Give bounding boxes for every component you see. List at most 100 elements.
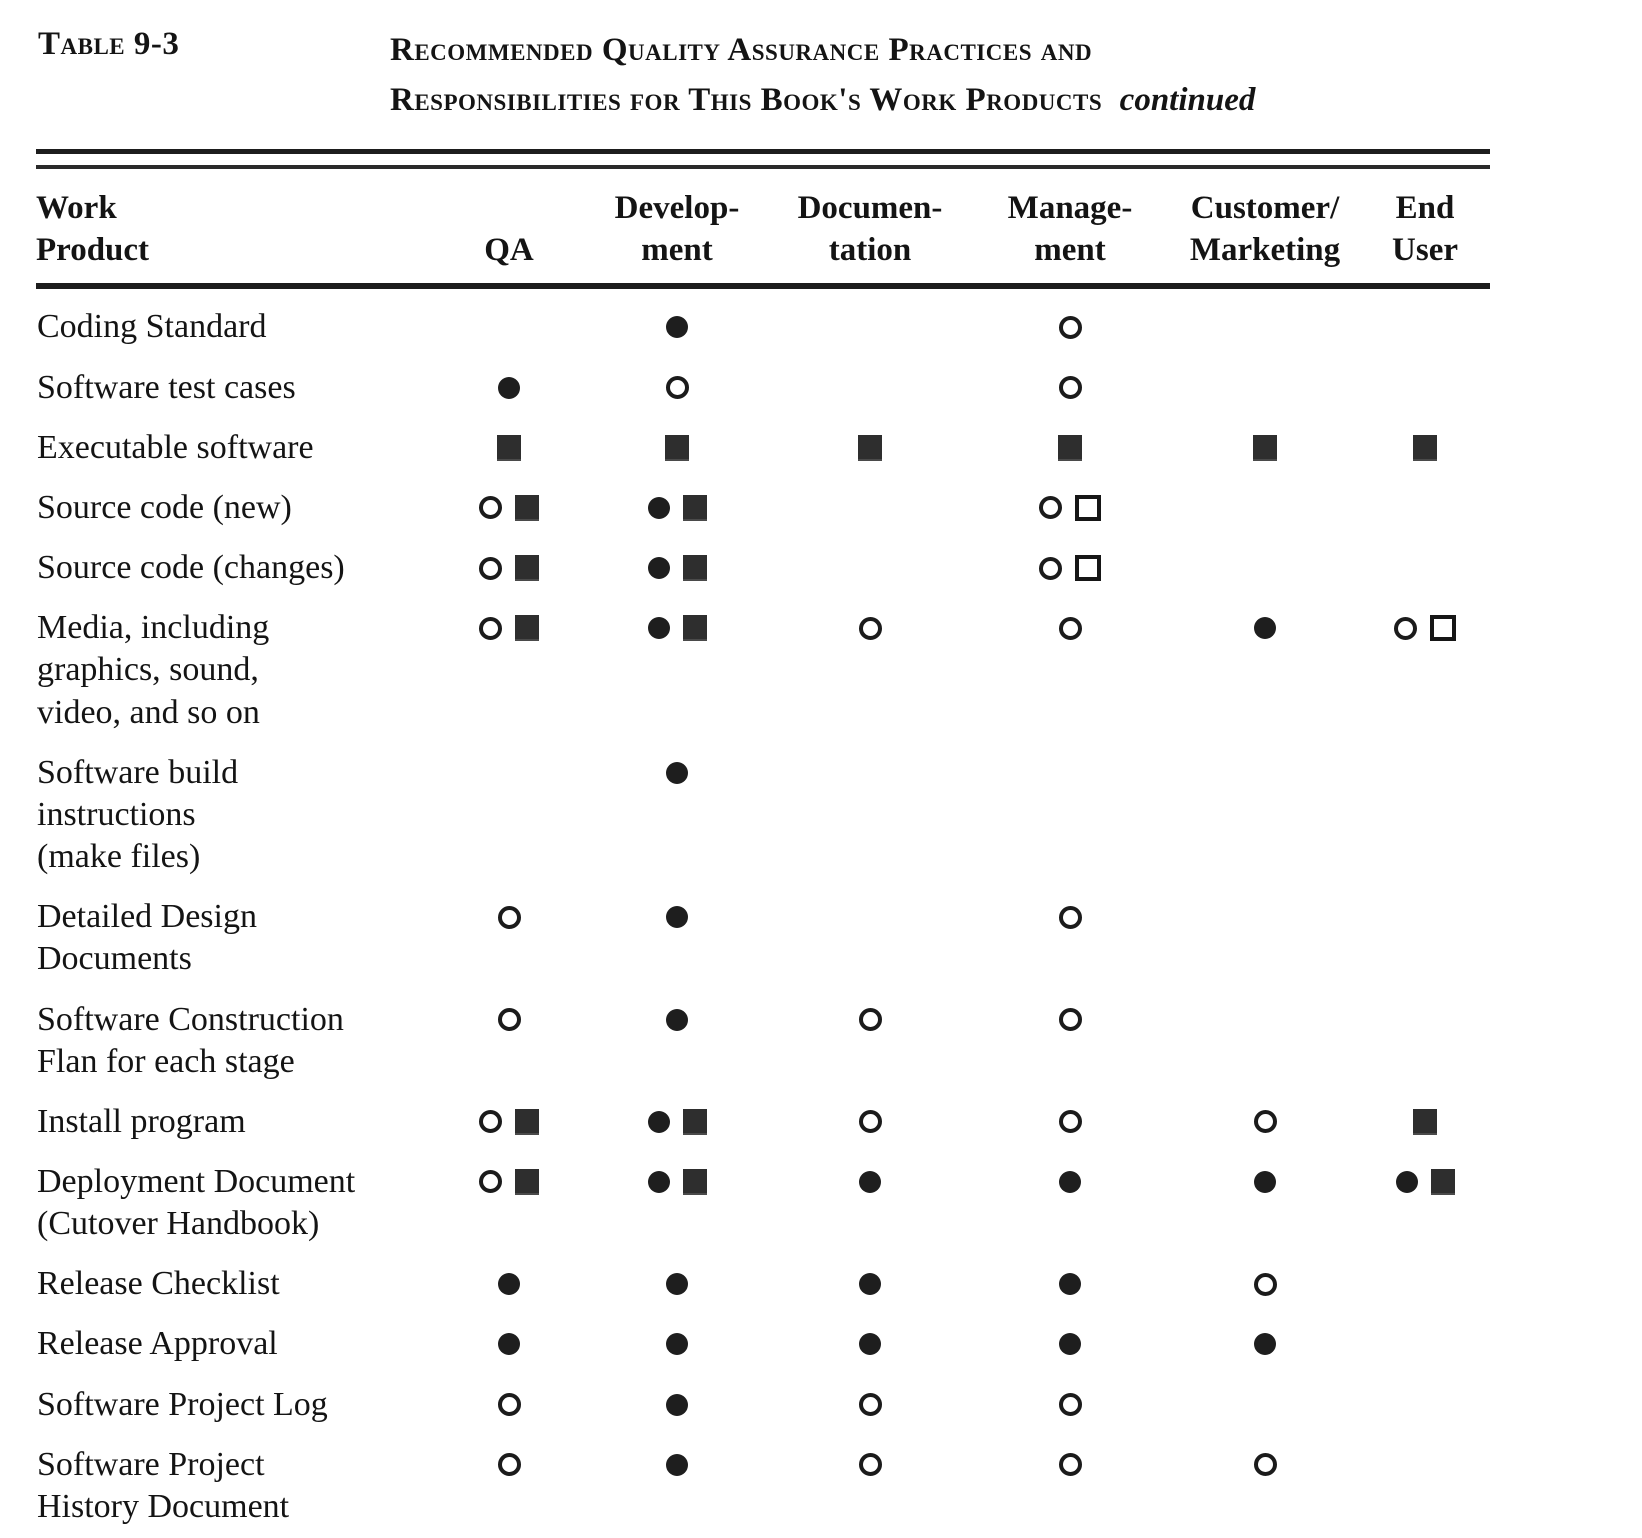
column-header-work_product: Work Product [36, 169, 434, 290]
symbol-group [1171, 896, 1359, 938]
practice-cell-documentation [770, 350, 970, 410]
open-square-icon [1075, 494, 1101, 521]
practice-cell-management [970, 1427, 1170, 1529]
filled-circle-icon [647, 617, 670, 640]
practice-cell-management [970, 590, 1170, 734]
open-circle-icon [1058, 1393, 1082, 1417]
work-product-label: Media, including graphics, sound, video, a… [36, 590, 434, 734]
column-header-documentation: Documen-tation [770, 169, 970, 290]
symbol-group [1171, 427, 1359, 469]
symbol-group [771, 607, 969, 649]
symbol-group [1171, 367, 1359, 409]
filled-circle-icon [666, 761, 688, 784]
practice-cell-end_user [1360, 1246, 1490, 1306]
work-product-label-line: Source code (changes) [37, 549, 345, 587]
practice-cell-qa [434, 1084, 584, 1144]
practice-cell-end_user [1360, 1367, 1490, 1427]
symbol-group [585, 896, 769, 938]
practice-cell-customer_marketing [1170, 1367, 1360, 1427]
work-product-label: Install program [36, 1084, 434, 1144]
symbol-group [585, 367, 769, 409]
filled-square-icon [515, 615, 539, 642]
symbol-group [771, 1384, 969, 1426]
table-row: Software Construction Flan for each stage [36, 982, 1490, 1084]
symbol-group [971, 487, 1169, 529]
open-circle-icon [497, 905, 521, 929]
symbol-group [771, 427, 969, 469]
open-circle-icon [1058, 315, 1082, 339]
practice-cell-development [584, 350, 770, 410]
work-product-label: Release Checklist [36, 1246, 434, 1306]
symbol-group [1361, 607, 1489, 649]
work-product-label-line: (Cutover Handbook) [37, 1205, 320, 1243]
filled-circle-icon [1254, 1333, 1276, 1356]
symbol-group [435, 1444, 583, 1486]
symbol-group [971, 1384, 1169, 1426]
table-row: Deployment Document (Cutover Handbook) [36, 1144, 1490, 1246]
column-header-line: Marketing [1189, 232, 1341, 269]
filled-circle-icon [647, 557, 670, 580]
practice-cell-end_user [1360, 410, 1490, 470]
symbol-group [1361, 1384, 1489, 1426]
table-header-row: Work Product QA Develop-ment Documen-tation… [36, 169, 1490, 290]
symbol-group [771, 752, 969, 794]
work-product-label: Executable software [36, 410, 434, 470]
practice-cell-customer_marketing [1170, 982, 1360, 1084]
table-body: Coding Standard Software test cases Execut… [36, 286, 1490, 1529]
symbol-group [1171, 547, 1359, 589]
table-row: Software test cases [36, 350, 1490, 410]
open-circle-icon [479, 616, 502, 640]
table-title: Recommended Quality Assurance Practices … [390, 26, 1255, 125]
symbol-group [435, 999, 583, 1041]
work-product-label-line: video, and so on [37, 693, 260, 731]
practice-cell-end_user [1360, 735, 1490, 879]
work-product-label-line: graphics, sound, [37, 651, 259, 689]
symbol-group [771, 367, 969, 409]
table-row: Media, including graphics, sound, video, a… [36, 590, 1490, 734]
practice-cell-qa [434, 530, 584, 590]
practice-cell-end_user [1360, 982, 1490, 1084]
open-square-icon [1430, 615, 1456, 642]
practice-cell-qa [434, 982, 584, 1084]
practice-cell-end_user [1360, 1144, 1490, 1246]
column-header-line: tation [828, 232, 912, 269]
practice-cell-customer_marketing [1170, 1144, 1360, 1246]
practice-cell-customer_marketing [1170, 410, 1360, 470]
practice-cell-development [584, 470, 770, 530]
filled-circle-icon [859, 1333, 881, 1356]
symbol-group [771, 1101, 969, 1143]
open-circle-icon [497, 1453, 521, 1477]
filled-square-icon [682, 555, 707, 582]
column-header-development: Develop-ment [584, 169, 770, 290]
symbol-group [971, 1323, 1169, 1365]
filled-circle-icon [666, 906, 688, 929]
work-product-label: Software test cases [36, 350, 434, 410]
filled-square-icon [682, 1168, 707, 1195]
symbol-group [971, 547, 1169, 589]
work-product-label: Coding Standard [36, 286, 434, 349]
practice-cell-management [970, 735, 1170, 879]
table-title-line-2-text: Responsibilities for This Book's Work Pr… [390, 81, 1103, 118]
work-product-label-line: Detailed Design [37, 898, 257, 936]
open-circle-icon [1394, 616, 1417, 640]
practice-cell-customer_marketing [1170, 1246, 1360, 1306]
filled-circle-icon [666, 1008, 688, 1031]
symbol-group [435, 607, 583, 649]
practice-cell-documentation [770, 879, 970, 981]
open-circle-icon [1058, 1008, 1082, 1031]
symbol-group [1361, 427, 1489, 469]
practice-cell-management [970, 470, 1170, 530]
column-header-line: Customer/ [1190, 190, 1340, 226]
filled-square-icon [1430, 1168, 1455, 1195]
column-header-line: ment [1034, 232, 1106, 269]
practice-cell-end_user [1360, 350, 1490, 410]
table-row: Software build instructions (make files) [36, 735, 1490, 879]
table-row: Install program [36, 1084, 1490, 1144]
table-row: Source code (changes) [36, 530, 1490, 590]
symbol-group [1171, 1323, 1359, 1365]
column-header-line: User [1392, 232, 1458, 269]
open-circle-icon [1058, 905, 1082, 929]
practice-cell-documentation [770, 735, 970, 879]
filled-circle-icon [647, 1170, 670, 1193]
